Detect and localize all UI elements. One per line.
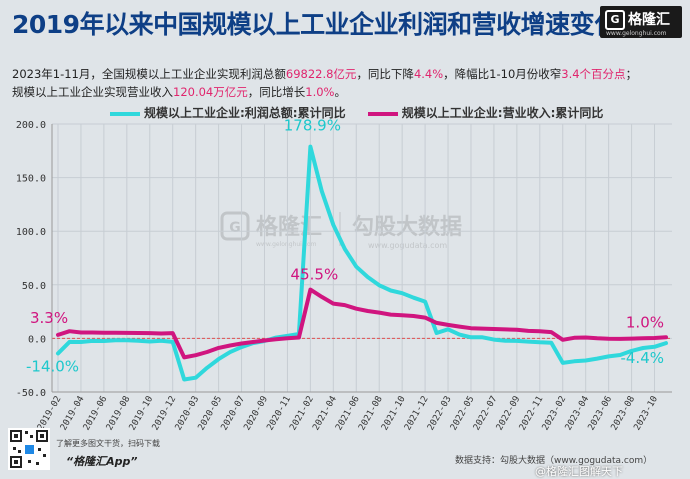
y-tick-label: 50.0 [22, 281, 46, 292]
desc-text: 2023年1-11月，全国规模以上工业企业实现利润总额 [12, 67, 286, 81]
x-axis: 2019-022019-042019-062019-082019-102019-… [36, 391, 672, 432]
y-axis: 200.0 150.0 100.0 50.0 0.0 -50.0 [16, 120, 53, 399]
qr-code-icon [8, 428, 50, 470]
annotations: 3.3% -14.0% 178.9% 45.5% 1.0% -4.4% [26, 117, 664, 376]
series-line-profit [56, 144, 668, 382]
logo-url: www.gelonghui.com [606, 30, 667, 37]
desc-text: ，同比下降 [356, 67, 414, 81]
qr-caption: 了解更多图文干货，扫码下载 [56, 439, 160, 448]
data-label: -14.0% [26, 357, 79, 375]
watermark-logo-icon [220, 211, 250, 241]
data-label: -4.4% [620, 349, 664, 367]
desc-text: ，同比增长 [247, 85, 306, 99]
desc-profit-value: 69822.8亿元 [285, 67, 357, 81]
grid [52, 123, 672, 393]
chart-legend: 规模以上工业企业:利润总额:累计同比 规模以上工业企业:营业收入:累计同比 [110, 104, 621, 121]
watermark-brand-url: www.gogudata.com [368, 241, 447, 250]
legend-label-revenue: 规模以上工业企业:营业收入:累计同比 [401, 106, 604, 120]
desc-narrow-value: 3.4个百分点 [561, 67, 626, 81]
y-tick-label: 0.0 [28, 334, 46, 345]
description-line-1: 2023年1-11月，全国规模以上工业企业实现利润总额69822.8亿元，同比下… [12, 66, 637, 82]
legend-label-profit: 规模以上工业企业:利润总额:累计同比 [144, 106, 346, 120]
watermark: G 格隆汇 www.gelonghui.com 勾股大数据 www.goguda… [220, 211, 462, 250]
y-tick-label: 200.0 [16, 120, 46, 131]
legend-item-revenue: 规模以上工业企业:营业收入:累计同比 [367, 106, 604, 120]
desc-text: ，降幅比1-10月份收窄 [443, 67, 562, 81]
watermark-brand: 勾股大数据 [352, 214, 462, 240]
desc-growth-value: 1.0% [305, 85, 335, 99]
app-name: “格隆汇App” [66, 455, 138, 468]
y-tick-label: -50.0 [16, 388, 46, 399]
brand-logo: G 格隆汇 www.gelonghui.com [600, 6, 682, 38]
desc-text: 规模以上工业企业实现营业收入 [12, 85, 173, 99]
data-label: 1.0% [626, 313, 664, 331]
legend-item-profit: 规模以上工业企业:利润总额:累计同比 [110, 106, 346, 120]
y-tick-label: 150.0 [16, 174, 46, 185]
y-tick-label: 100.0 [16, 227, 46, 238]
weibo-watermark: @格隆汇图解天下 [535, 465, 623, 478]
legend-swatch-revenue [367, 111, 398, 116]
description-line-2: 规模以上工业企业实现营业收入120.04万亿元，同比增长1.0%。 [12, 84, 346, 100]
watermark-logo: 格隆汇 [256, 214, 322, 240]
data-label: 3.3% [30, 309, 68, 327]
data-label: 45.5% [291, 266, 339, 284]
desc-text: 。 [334, 85, 346, 99]
desc-decline-value: 4.4% [413, 67, 444, 81]
qr-code [8, 428, 50, 470]
logo-g-icon: G [605, 10, 625, 30]
desc-revenue-value: 120.04万亿元 [173, 85, 248, 99]
legend-swatch-profit [110, 111, 140, 116]
data-source: 数据支持：勾股大数据（www.gogudata.com） [455, 456, 653, 466]
watermark-logo-glyph: G [229, 220, 241, 236]
series-line-revenue [56, 287, 668, 360]
series-group [56, 144, 668, 382]
desc-text: ； [625, 67, 638, 81]
watermark-logo-url: www.gelonghui.com [256, 241, 317, 248]
data-label: 178.9% [284, 117, 341, 135]
logo-name: 格隆汇 [628, 12, 670, 28]
chart-title: 2019年以来中国规模以上工业企业利润和营收增速变化 [12, 10, 619, 39]
